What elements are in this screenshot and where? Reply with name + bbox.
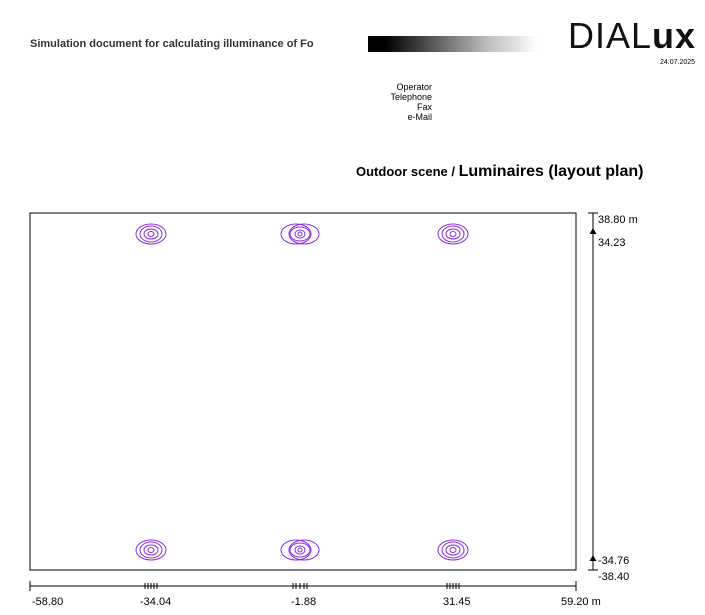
header-gradient-bar	[368, 36, 538, 52]
luminaire-group-bottom-right	[437, 539, 469, 561]
x-tick-label: -34.04	[140, 596, 171, 608]
y-tick-label: 34.23	[598, 237, 626, 249]
operator-label: Operator	[396, 82, 432, 92]
luminaire-group-top-right	[437, 223, 469, 245]
document-date: 24.07.2025	[660, 59, 696, 66]
fax-label: Fax	[416, 102, 432, 112]
y-marker-upper	[589, 228, 597, 234]
x-dimension-axis	[29, 581, 577, 591]
section-title: Outdoor scene / Luminaires (layout plan)	[356, 163, 644, 180]
y-tick-label: -34.76	[598, 555, 629, 567]
x-tick-label: 31.45	[443, 596, 471, 608]
luminaire-group-bottom-left	[135, 539, 167, 561]
luminaire-group-bottom-center	[280, 539, 320, 561]
x-tick-label: 59.20 m	[561, 596, 601, 608]
contact-block: Operator Telephone Fax e-Mail	[360, 82, 432, 122]
x-tick-label: -1.88	[291, 596, 316, 608]
y-marker-lower	[589, 555, 597, 561]
luminaire-group-top-left	[135, 223, 167, 245]
dialux-logo: DIALux	[568, 15, 697, 56]
telephone-label: Telephone	[390, 92, 432, 102]
document-title: Simulation document for calculating illu…	[30, 38, 314, 50]
email-label: e-Mail	[407, 112, 432, 122]
x-tick-label: -58.80	[32, 596, 63, 608]
y-dimension-axis	[588, 212, 598, 571]
luminaire-group-top-center	[280, 223, 320, 245]
y-tick-label: 38.80 m	[598, 214, 638, 226]
area-boundary	[29, 212, 577, 571]
y-tick-label: -38.40	[598, 571, 629, 583]
